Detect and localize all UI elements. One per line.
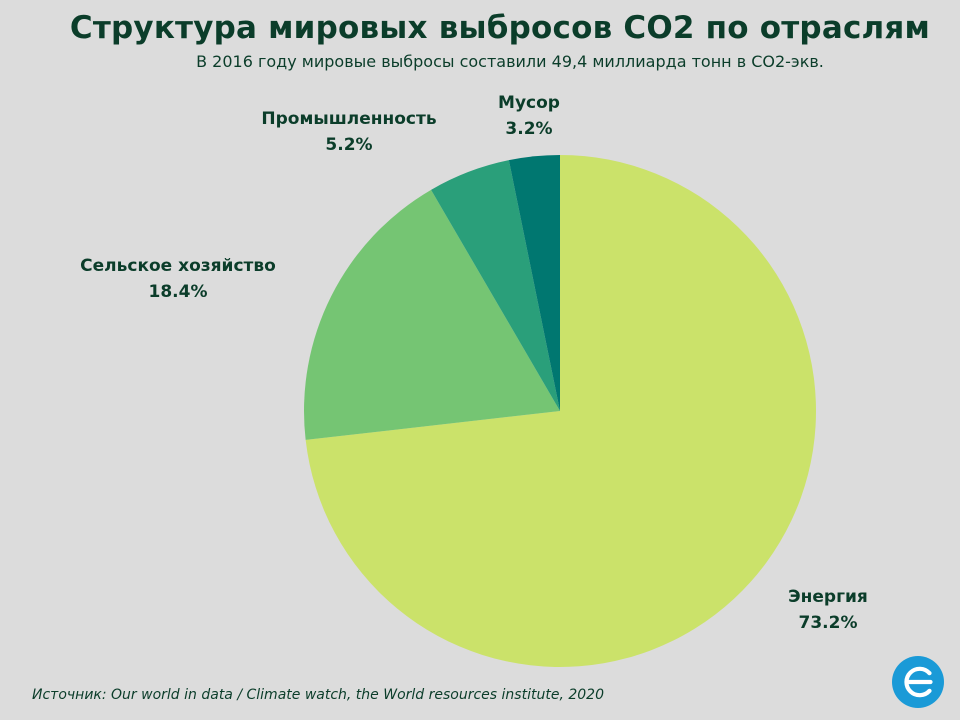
pie-slice-industry <box>431 160 560 411</box>
slice-name-industry: Промышленность <box>261 109 437 129</box>
pie-slice-waste <box>508 155 560 411</box>
euro-circle-logo-icon <box>892 656 944 708</box>
slice-label-energy: Энергия 73.2% <box>780 584 876 636</box>
slice-label-agriculture: Сельское хозяйство 18.4% <box>58 253 298 305</box>
chart-subtitle: В 2016 году мировые выбросы составили 49… <box>196 52 824 71</box>
slice-value-waste: 3.2% <box>505 119 553 139</box>
slice-label-industry: Промышленность 5.2% <box>240 106 458 158</box>
chart-title: Структура мировых выбросов CO2 по отрасл… <box>69 10 931 46</box>
slice-value-industry: 5.2% <box>325 135 373 155</box>
slice-name-energy: Энергия <box>788 587 868 607</box>
pie-slice-agriculture <box>304 189 560 440</box>
slice-name-agriculture: Сельское хозяйство <box>80 256 276 276</box>
pie-slice-energy <box>305 155 817 668</box>
slice-value-agriculture: 18.4% <box>148 282 208 302</box>
slice-label-waste: Мусор 3.2% <box>486 90 572 142</box>
source-note: Источник: Our world in data / Climate wa… <box>32 687 604 703</box>
slice-name-waste: Мусор <box>498 93 560 113</box>
slice-value-energy: 73.2% <box>798 613 858 633</box>
